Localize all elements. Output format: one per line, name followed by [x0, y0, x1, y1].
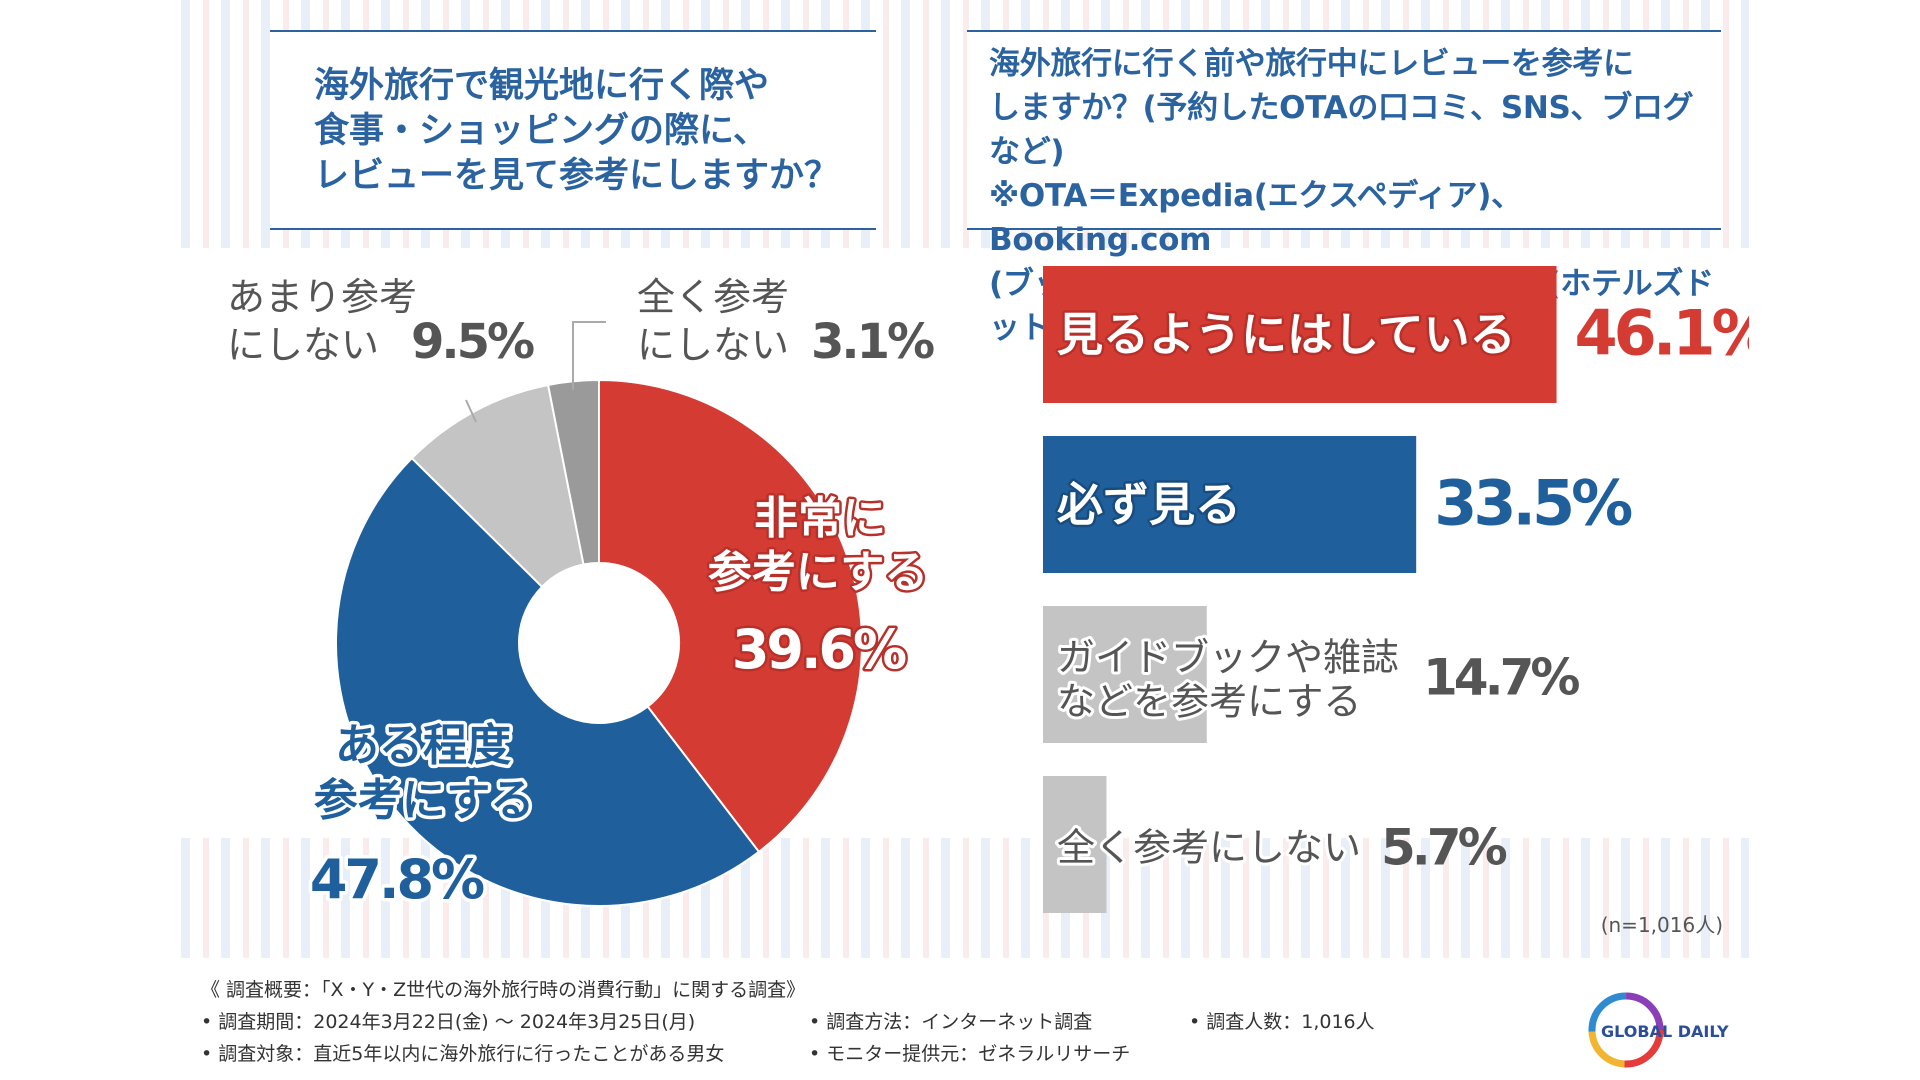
sample-size-note: (n=1,016人) — [1601, 913, 1723, 937]
bar-1-value: 33.5% — [1434, 467, 1632, 540]
bar-2-value: 14.7% — [1423, 649, 1579, 707]
slice-2-label-line2: にしない — [227, 323, 379, 367]
bar-1 — [1043, 436, 1417, 573]
slice-3-label-line2: にしない — [637, 323, 789, 367]
survey-method: • 調査方法：インターネット調査 — [809, 1011, 1093, 1033]
survey-target: • 調査対象：直近5年以内に海外旅行に行ったことがある男女 — [201, 1043, 725, 1065]
bar-2-label-line1: ガイドブックや雑誌 — [1057, 636, 1399, 680]
pie-slice-2 — [410, 383, 585, 589]
survey-provider: • モニター提供元：ゼネラルリサーチ — [809, 1043, 1131, 1065]
bar-3-label: 全く参考にしない — [1057, 826, 1361, 870]
slice-1-label-line1: ある程度 — [335, 720, 511, 771]
bar-0 — [1043, 266, 1557, 403]
left-question-box: 海外旅行で観光地に行く際や 食事・ショッピングの際に、 レビューを見て参考にしま… — [270, 30, 876, 230]
slice-1-value: 47.8% — [310, 848, 484, 911]
survey-count: • 調査人数：1,016人 — [1189, 1011, 1375, 1033]
slice-2-leader-line — [465, 399, 477, 423]
slice-3-leader-line — [572, 321, 606, 390]
slice-2-value: 9.5% — [411, 314, 534, 370]
bar-0-label: 見るようにはしている — [1057, 308, 1516, 362]
global-daily-logo: GLOBAL DAILY — [1581, 985, 1731, 1075]
pie-slice-0 — [598, 378, 863, 854]
slice-3-label-line1: 全く参考 — [637, 275, 789, 319]
left-question-text: 海外旅行で観光地に行く際や 食事・ショッピングの際に、 レビューを見て参考にしま… — [314, 66, 840, 196]
slice-0-label-line2: 参考にする — [708, 547, 928, 598]
slice-3-value: 3.1% — [811, 314, 934, 370]
slice-1-label-line2: 参考にする — [314, 775, 534, 826]
slice-2-label-line1: あまり参考 — [227, 275, 417, 319]
bar-1-label: 必ず見る — [1057, 478, 1241, 532]
bar-3 — [1043, 776, 1107, 913]
slice-0-label-line1: 非常に — [754, 493, 886, 544]
bar-2-label-line2: などを参考にする — [1057, 680, 1361, 724]
survey-title: 《 調査概要：「X・Y・Z世代の海外旅行時の消費行動」に関する調査》 — [201, 979, 806, 1001]
decorative-stripes-bottom — [181, 838, 1749, 958]
bar-0-value: 46.1% — [1575, 297, 1749, 370]
bar-2 — [1043, 606, 1207, 743]
slice-0-value: 39.6% — [732, 618, 906, 681]
bar-3-value: 5.7% — [1381, 819, 1507, 877]
pie-slice-3 — [546, 378, 600, 566]
infographic-card: 海外旅行で観光地に行く際や 食事・ショッピングの際に、 レビューを見て参考にしま… — [181, 0, 1749, 1080]
svg-text:GLOBAL DAILY: GLOBAL DAILY — [1601, 1022, 1729, 1041]
survey-period: • 調査期間：2024年3月22日(金) 〜 2024年3月25日(月) — [201, 1011, 696, 1033]
pie-slice-1 — [335, 456, 761, 907]
